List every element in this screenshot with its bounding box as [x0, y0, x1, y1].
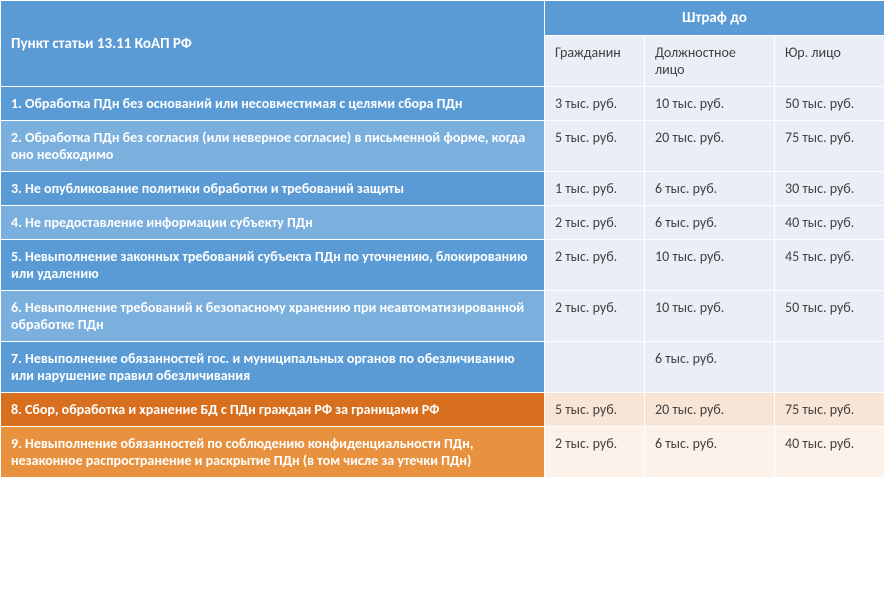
row-label: 4. Не предоставление информации субъекту… — [1, 206, 545, 240]
row-value-legal: 75 тыс. руб. — [775, 393, 884, 427]
table-row: 5. Невыполнение законных требований субъ… — [1, 240, 884, 291]
row-value-citizen: 1 тыс. руб. — [545, 172, 645, 206]
row-value-citizen: 5 тыс. руб. — [545, 393, 645, 427]
row-value-legal: 50 тыс. руб. — [775, 291, 884, 342]
row-value-official: 20 тыс. руб. — [645, 393, 775, 427]
row-value-official: 10 тыс. руб. — [645, 240, 775, 291]
row-value-official: 10 тыс. руб. — [645, 87, 775, 121]
row-value-official: 10 тыс. руб. — [645, 291, 775, 342]
row-label: 2. Обработка ПДн без согласия (или невер… — [1, 121, 545, 172]
row-value-citizen: 2 тыс. руб. — [545, 291, 645, 342]
row-label: 7. Невыполнение обязанностей гос. и муни… — [1, 342, 545, 393]
row-value-citizen: 5 тыс. руб. — [545, 121, 645, 172]
row-value-legal: 45 тыс. руб. — [775, 240, 884, 291]
table-row: 9. Невыполнение обязанностей по соблюден… — [1, 427, 884, 478]
table-row: 2. Обработка ПДн без согласия (или невер… — [1, 121, 884, 172]
table-row: 8. Сбор, обработка и хранение БД с ПДн г… — [1, 393, 884, 427]
row-value-legal: 40 тыс. руб. — [775, 427, 884, 478]
row-label: 9. Невыполнение обязанностей по соблюден… — [1, 427, 545, 478]
header-main: Пункт статьи 13.11 КоАП РФ — [1, 1, 545, 87]
row-label: 5. Невыполнение законных требований субъ… — [1, 240, 545, 291]
row-value-legal: 40 тыс. руб. — [775, 206, 884, 240]
fines-table: Пункт статьи 13.11 КоАП РФ Штраф до Граж… — [0, 0, 884, 478]
row-value-citizen: 2 тыс. руб. — [545, 240, 645, 291]
header-col-citizen: Гражданин — [545, 36, 645, 87]
table-row: 1. Обработка ПДн без оснований или несов… — [1, 87, 884, 121]
row-value-legal: 75 тыс. руб. — [775, 121, 884, 172]
table-row: 7. Невыполнение обязанностей гос. и муни… — [1, 342, 884, 393]
table-header: Пункт статьи 13.11 КоАП РФ Штраф до Граж… — [1, 1, 884, 87]
table-row: 6. Невыполнение требований к безопасному… — [1, 291, 884, 342]
row-label: 6. Невыполнение требований к безопасному… — [1, 291, 545, 342]
row-value-official: 6 тыс. руб. — [645, 427, 775, 478]
header-col-official: Должностное лицо — [645, 36, 775, 87]
row-value-citizen: 3 тыс. руб. — [545, 87, 645, 121]
row-label: 1. Обработка ПДн без оснований или несов… — [1, 87, 545, 121]
table-row: 3. Не опубликование политики обработки и… — [1, 172, 884, 206]
header-col-legal: Юр. лицо — [775, 36, 884, 87]
row-value-citizen: 2 тыс. руб. — [545, 206, 645, 240]
row-value-legal: 50 тыс. руб. — [775, 87, 884, 121]
row-value-official: 6 тыс. руб. — [645, 172, 775, 206]
row-value-official: 20 тыс. руб. — [645, 121, 775, 172]
row-value-legal: 30 тыс. руб. — [775, 172, 884, 206]
table-row: 4. Не предоставление информации субъекту… — [1, 206, 884, 240]
header-fine-title: Штраф до — [545, 1, 884, 36]
row-value-official: 6 тыс. руб. — [645, 342, 775, 393]
table-body: 1. Обработка ПДн без оснований или несов… — [1, 87, 884, 478]
row-value-legal — [775, 342, 884, 393]
row-label: 3. Не опубликование политики обработки и… — [1, 172, 545, 206]
row-value-citizen: 2 тыс. руб. — [545, 427, 645, 478]
row-label: 8. Сбор, обработка и хранение БД с ПДн г… — [1, 393, 545, 427]
row-value-official: 6 тыс. руб. — [645, 206, 775, 240]
row-value-citizen — [545, 342, 645, 393]
